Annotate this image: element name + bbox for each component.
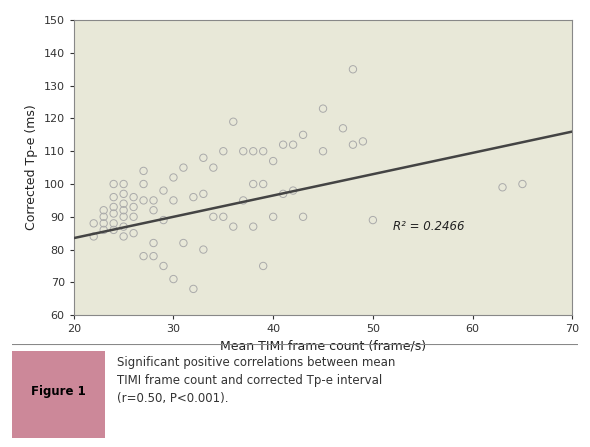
Text: Figure 1: Figure 1	[31, 385, 86, 398]
Point	[149, 207, 158, 214]
Point	[248, 181, 258, 188]
Point	[119, 207, 129, 214]
Point	[89, 220, 99, 227]
Point	[319, 148, 328, 155]
Point	[368, 216, 378, 224]
Point	[338, 125, 348, 132]
Point	[159, 187, 168, 194]
Point	[169, 275, 178, 283]
Point	[348, 66, 358, 73]
Point	[159, 262, 168, 270]
Point	[169, 174, 178, 181]
Point	[119, 223, 129, 230]
Text: R² = 0.2466: R² = 0.2466	[393, 220, 464, 233]
Point	[119, 213, 129, 220]
Point	[149, 253, 158, 260]
Point	[358, 138, 368, 145]
Point	[189, 194, 198, 201]
Point	[149, 240, 158, 247]
Point	[149, 197, 158, 204]
Point	[119, 233, 129, 240]
Point	[348, 141, 358, 148]
Point	[498, 184, 507, 191]
Point	[199, 246, 208, 253]
Point	[289, 141, 298, 148]
Point	[119, 181, 129, 188]
Point	[129, 203, 138, 211]
Point	[228, 223, 238, 230]
Point	[159, 216, 168, 224]
Point	[129, 213, 138, 220]
Point	[199, 154, 208, 161]
Point	[129, 194, 138, 201]
Point	[268, 213, 278, 220]
Point	[169, 197, 178, 204]
X-axis label: Mean TIMI frame count (frame/s): Mean TIMI frame count (frame/s)	[220, 340, 426, 353]
Point	[139, 197, 148, 204]
Point	[219, 213, 228, 220]
FancyBboxPatch shape	[12, 351, 105, 438]
Point	[109, 194, 119, 201]
Point	[299, 213, 308, 220]
Point	[119, 200, 129, 207]
Point	[119, 190, 129, 198]
Point	[248, 148, 258, 155]
Point	[299, 131, 308, 139]
Point	[238, 197, 248, 204]
Point	[99, 226, 109, 233]
Point	[109, 181, 119, 188]
Point	[238, 148, 248, 155]
Point	[99, 213, 109, 220]
Point	[139, 181, 148, 188]
Point	[99, 207, 109, 214]
Point	[228, 118, 238, 125]
Point	[109, 203, 119, 211]
Point	[99, 220, 109, 227]
Point	[278, 141, 288, 148]
Point	[518, 181, 527, 188]
Point	[258, 262, 268, 270]
Point	[109, 226, 119, 233]
Point	[248, 223, 258, 230]
Point	[209, 164, 218, 171]
Text: Significant positive correlations between mean
TIMI frame count and corrected Tp: Significant positive correlations betwee…	[117, 356, 395, 405]
Y-axis label: Corrected Tp-e (ms): Corrected Tp-e (ms)	[25, 105, 38, 231]
Point	[109, 210, 119, 217]
Point	[179, 164, 188, 171]
Point	[258, 148, 268, 155]
Point	[268, 157, 278, 164]
Point	[278, 190, 288, 198]
Point	[109, 220, 119, 227]
Point	[189, 285, 198, 292]
Point	[258, 181, 268, 188]
Point	[139, 167, 148, 174]
Point	[89, 233, 99, 240]
Point	[219, 148, 228, 155]
Point	[179, 240, 188, 247]
Point	[289, 187, 298, 194]
Point	[199, 190, 208, 198]
Point	[319, 105, 328, 112]
Point	[209, 213, 218, 220]
Point	[139, 253, 148, 260]
Point	[129, 230, 138, 237]
